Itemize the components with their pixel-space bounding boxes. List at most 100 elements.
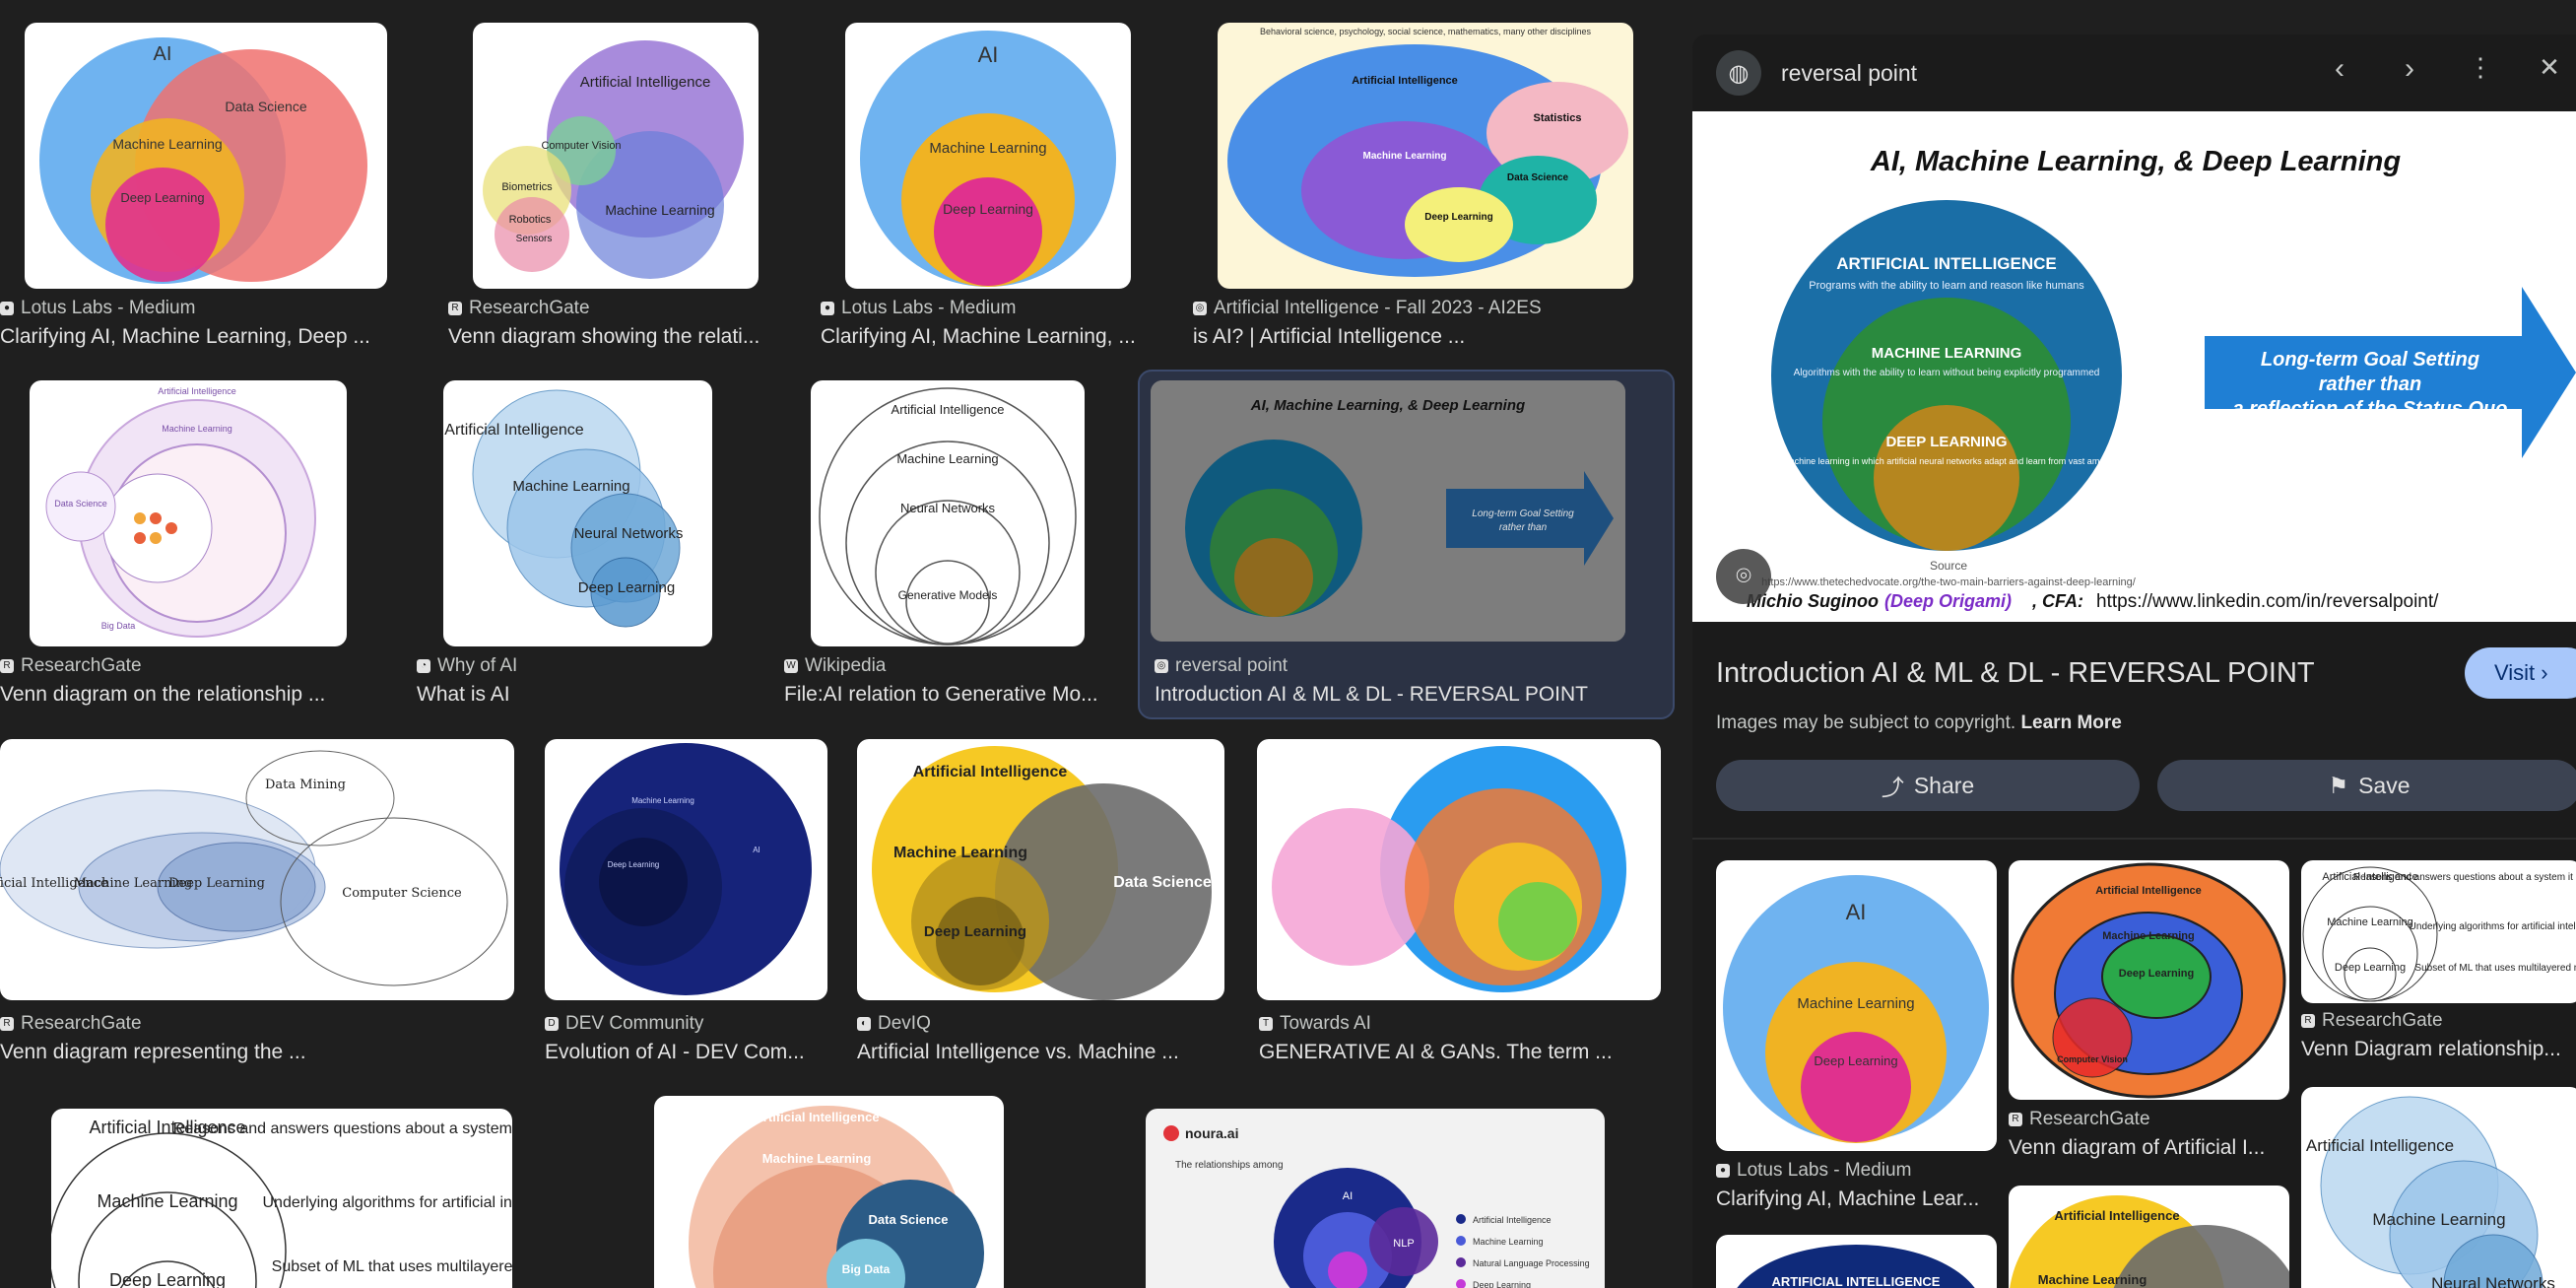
related-thumbnail[interactable]: ARTIFICIAL INTELLIGENCE — [1716, 1235, 1997, 1288]
site-favicon-icon: R — [2301, 1014, 2315, 1028]
related-title[interactable]: Clarifying AI, Machine Lear... — [1716, 1187, 1980, 1210]
google-lens-icon[interactable]: ⌾ — [1716, 549, 1771, 604]
svg-text:Machine Learning: Machine Learning — [1362, 151, 1446, 162]
svg-text:Biometrics: Biometrics — [501, 181, 553, 193]
result-source: ◔ Why of AI — [417, 655, 752, 677]
previous-arrow-icon[interactable]: ‹ — [2335, 52, 2345, 85]
result-title[interactable]: Evolution of AI - DEV Com... — [545, 1041, 805, 1063]
result-thumbnail[interactable]: Artificial Intelligence Machine Learning… — [857, 739, 1224, 1000]
share-icon: ⤴ — [1881, 775, 1904, 800]
svg-text:Deep Learning: Deep Learning — [168, 876, 265, 891]
save-button[interactable]: ⚑ Save — [2157, 760, 2576, 811]
site-favicon-icon: R — [0, 659, 14, 673]
related-thumbnail[interactable]: Artificial Intelligence Machine Learning… — [2301, 860, 2576, 1003]
related-thumbnail[interactable]: Artificial Intelligence Machine Learning… — [2009, 860, 2289, 1100]
svg-text:Machine Learning: Machine Learning — [2102, 930, 2195, 942]
related-title[interactable]: Venn diagram of Artificial I... — [2009, 1136, 2266, 1159]
visit-button[interactable]: Visit › — [2465, 647, 2576, 699]
result-thumbnail[interactable]: Artificial Intelligence Machine Learning… — [51, 1109, 512, 1288]
svg-text:Machine Learning: Machine Learning — [74, 876, 193, 891]
globe-icon[interactable]: ◍ — [1716, 50, 1761, 96]
result-title[interactable]: Clarifying AI, Machine Learning, Deep ..… — [0, 325, 370, 348]
svg-text:Deep Learning: Deep Learning — [1814, 1053, 1897, 1068]
svg-text:AI: AI — [978, 42, 999, 67]
result-thumbnail[interactable]: Artificial Intelligence Machine Learning… — [30, 380, 347, 646]
svg-text:AI: AI — [1343, 1190, 1353, 1202]
svg-text:Artificial Intelligence: Artificial Intelligence — [2322, 871, 2417, 883]
svg-text:AI: AI — [753, 846, 760, 854]
result-source: ◎ Artificial Intelligence - Fall 2023 - A… — [1193, 298, 1636, 319]
source-name: Artificial Intelligence - Fall 2023 - AI… — [1214, 298, 1542, 318]
visit-label: Visit — [2494, 660, 2536, 685]
svg-text:Big Data: Big Data — [842, 1262, 891, 1276]
site-favicon-icon: R — [2009, 1113, 2022, 1126]
svg-text:https://www.thetechedvocate.or: https://www.thetechedvocate.org/the-two-… — [1761, 576, 2137, 588]
site-favicon-icon: ● — [821, 302, 834, 315]
result-thumbnail[interactable]: Behavioral science, psychology, social s… — [1218, 23, 1633, 289]
svg-text:DEEP LEARNING: DEEP LEARNING — [1885, 434, 2007, 450]
svg-text:(Deep Origami): (Deep Origami) — [1884, 591, 2012, 611]
svg-text:Programs with the ability to l: Programs with the ability to learn and r… — [1809, 280, 2084, 292]
result-thumbnail[interactable]: Artificial Intelligence Machine Learning… — [0, 739, 514, 1000]
source-name: Why of AI — [437, 655, 518, 676]
svg-text:Reasons and answers questions: Reasons and answers questions about a sy… — [2353, 872, 2576, 883]
result-thumbnail[interactable]: Machine Learning Deep Learning AI — [545, 739, 827, 1000]
result-title[interactable]: Introduction AI & ML & DL - REVERSAL POI… — [1155, 683, 1588, 706]
svg-text:Long-term Goal Setting: Long-term Goal Setting — [1472, 508, 1574, 519]
source-name: Lotus Labs - Medium — [1737, 1160, 1912, 1181]
more-options-icon[interactable]: ⋮ — [2468, 52, 2493, 82]
svg-text:Subset of ML that uses multila: Subset of ML that uses multilayered neur… — [272, 1258, 512, 1275]
related-thumbnail[interactable]: AI Machine Learning Deep Learning — [1716, 860, 1997, 1151]
next-arrow-icon[interactable]: › — [2405, 52, 2414, 85]
related-title[interactable]: Venn Diagram relationship... — [2301, 1038, 2561, 1060]
result-thumbnail[interactable]: Artificial Intelligence Machine Learning… — [443, 380, 712, 646]
share-button[interactable]: ⤴ Share — [1716, 760, 2140, 811]
close-icon[interactable]: ✕ — [2539, 52, 2560, 82]
result-thumbnail[interactable] — [1257, 739, 1661, 1000]
result-title[interactable]: Clarifying AI, Machine Learning, ... — [821, 325, 1136, 348]
svg-text:MACHINE LEARNING: MACHINE LEARNING — [1872, 345, 2022, 362]
preview-title[interactable]: Introduction AI & ML & DL - REVERSAL POI… — [1716, 657, 2315, 689]
source-name: Lotus Labs - Medium — [841, 298, 1017, 318]
svg-text:Subset of ML that uses multila: Subset of ML that uses multilayered neur… — [2414, 963, 2576, 974]
site-favicon-icon: R — [0, 1017, 14, 1031]
svg-text:Deep Learning: Deep Learning — [578, 579, 675, 596]
result-title[interactable]: File:AI relation to Generative Mo... — [784, 683, 1098, 706]
result-thumbnail[interactable]: AI Data Science Machine Learning Deep Le… — [25, 23, 387, 289]
related-thumbnail[interactable]: Artificial Intelligence Machine Learning — [2009, 1186, 2289, 1288]
svg-text:, CFA:: , CFA: — [2031, 591, 2083, 611]
result-thumbnail[interactable]: Artificial Intelligence Machine Learning… — [654, 1096, 1004, 1288]
svg-text:Underlying algorithms for arti: Underlying algorithms for artificial int… — [2410, 921, 2576, 932]
result-title[interactable]: Venn diagram representing the ... — [0, 1041, 306, 1063]
result-title[interactable]: GENERATIVE AI & GANs. The term ... — [1259, 1041, 1613, 1063]
result-thumbnail[interactable]: AI Machine Learning Deep Learning — [845, 23, 1131, 289]
source-name: DevIQ — [878, 1013, 931, 1034]
result-source: R ResearchGate — [0, 1013, 512, 1035]
result-source: T Towards AI — [1259, 1013, 1663, 1035]
svg-text:The relationships among: The relationships among — [1175, 1160, 1284, 1171]
related-thumbnail[interactable]: Artificial Intelligence Machine Learning… — [2301, 1087, 2576, 1288]
svg-text:Artificial Intelligence: Artificial Intelligence — [892, 402, 1005, 417]
result-source: W Wikipedia — [784, 655, 1119, 677]
svg-text:Source: Source — [1930, 559, 1967, 573]
svg-text:Machine Learning: Machine Learning — [97, 1191, 237, 1211]
svg-text:NLP: NLP — [1393, 1238, 1414, 1250]
result-title[interactable]: Venn diagram on the relationship ... — [0, 683, 326, 706]
source-name: reversal point — [1175, 655, 1288, 676]
svg-text:Artificial Intelligence: Artificial Intelligence — [89, 1118, 245, 1137]
result-title[interactable]: is AI? | Artificial Intelligence ... — [1193, 325, 1466, 348]
result-thumbnail[interactable]: Artificial Intelligence Computer Vision … — [473, 23, 759, 289]
result-thumbnail[interactable]: noura.ai The relationships among AI NLP … — [1146, 1109, 1605, 1288]
result-title[interactable]: Artificial Intelligence vs. Machine ... — [857, 1041, 1179, 1063]
learn-more-link[interactable]: Learn More — [2020, 712, 2122, 733]
source-name: Lotus Labs - Medium — [21, 298, 196, 318]
result-title[interactable]: What is AI — [417, 683, 510, 706]
bookmark-icon: ⚑ — [2328, 772, 2349, 798]
image-results-grid: AI Data Science Machine Learning Deep Le… — [0, 23, 1675, 1288]
preview-image[interactable]: AI, Machine Learning, & Deep Learning AR… — [1692, 111, 2576, 622]
svg-text:Machine Learning: Machine Learning — [1473, 1237, 1544, 1247]
result-title[interactable]: Venn diagram showing the relati... — [448, 325, 760, 348]
preview-site-name[interactable]: reversal point — [1781, 60, 1918, 86]
result-thumbnail[interactable]: AI, Machine Learning, & Deep Learning Lo… — [1151, 380, 1625, 642]
result-thumbnail[interactable]: Artificial Intelligence Machine Learning… — [811, 380, 1085, 646]
